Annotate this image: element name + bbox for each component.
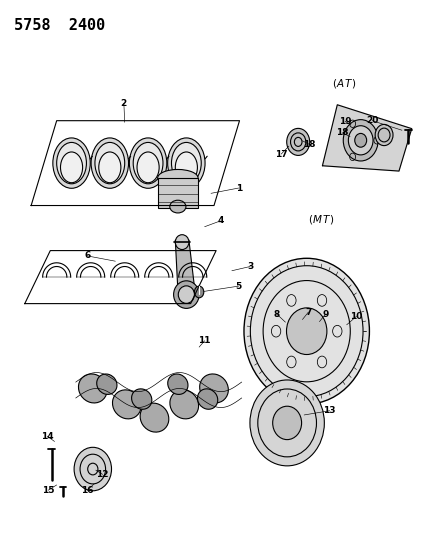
Polygon shape <box>322 105 412 171</box>
Text: 5758  2400: 5758 2400 <box>14 18 105 34</box>
Text: $(A\/T)$: $(A\/T)$ <box>332 77 356 90</box>
Ellipse shape <box>199 374 229 403</box>
Ellipse shape <box>197 389 218 409</box>
Ellipse shape <box>53 138 90 188</box>
Text: 19: 19 <box>339 117 351 126</box>
Ellipse shape <box>170 200 186 213</box>
Ellipse shape <box>286 308 327 354</box>
Ellipse shape <box>175 235 189 249</box>
Ellipse shape <box>60 152 83 183</box>
Ellipse shape <box>97 374 117 394</box>
Ellipse shape <box>250 380 324 466</box>
Ellipse shape <box>133 142 163 184</box>
Text: 10: 10 <box>350 312 363 321</box>
Ellipse shape <box>273 406 302 440</box>
Ellipse shape <box>170 390 199 419</box>
Ellipse shape <box>375 124 393 146</box>
Text: 16: 16 <box>81 486 94 495</box>
Text: 5: 5 <box>235 281 242 290</box>
Ellipse shape <box>348 126 373 155</box>
Ellipse shape <box>91 138 128 188</box>
Text: 8: 8 <box>274 310 280 319</box>
Text: 11: 11 <box>199 336 211 345</box>
Ellipse shape <box>244 259 369 404</box>
Ellipse shape <box>175 152 197 183</box>
Ellipse shape <box>129 138 167 188</box>
Text: 12: 12 <box>96 470 109 479</box>
Text: 14: 14 <box>41 432 54 441</box>
Text: 18: 18 <box>303 140 316 149</box>
Ellipse shape <box>355 133 367 147</box>
Ellipse shape <box>343 119 378 161</box>
Text: 7: 7 <box>305 308 312 317</box>
Polygon shape <box>175 240 195 290</box>
Ellipse shape <box>95 142 125 184</box>
Ellipse shape <box>158 169 198 187</box>
Ellipse shape <box>78 374 107 403</box>
Text: 2: 2 <box>121 99 127 108</box>
Ellipse shape <box>174 281 199 309</box>
Text: 15: 15 <box>42 486 54 495</box>
Text: 17: 17 <box>275 150 288 159</box>
Ellipse shape <box>140 403 169 432</box>
Text: 6: 6 <box>84 252 90 261</box>
Bar <box>158 178 198 208</box>
Text: $(M\/T)$: $(M\/T)$ <box>308 213 334 226</box>
Text: 18: 18 <box>336 128 349 138</box>
Ellipse shape <box>74 447 112 491</box>
Ellipse shape <box>172 142 201 184</box>
Text: 1: 1 <box>235 183 242 192</box>
Ellipse shape <box>168 374 188 394</box>
Ellipse shape <box>99 152 121 183</box>
Ellipse shape <box>287 128 310 156</box>
Ellipse shape <box>168 138 205 188</box>
Text: 4: 4 <box>217 216 223 225</box>
Ellipse shape <box>113 390 141 419</box>
Ellipse shape <box>56 142 86 184</box>
Text: 9: 9 <box>322 310 329 319</box>
Text: 3: 3 <box>247 262 253 271</box>
Text: 20: 20 <box>366 116 378 125</box>
Ellipse shape <box>131 389 152 409</box>
Text: 13: 13 <box>324 406 336 415</box>
Circle shape <box>194 286 204 298</box>
Ellipse shape <box>178 286 194 303</box>
Ellipse shape <box>137 152 159 183</box>
